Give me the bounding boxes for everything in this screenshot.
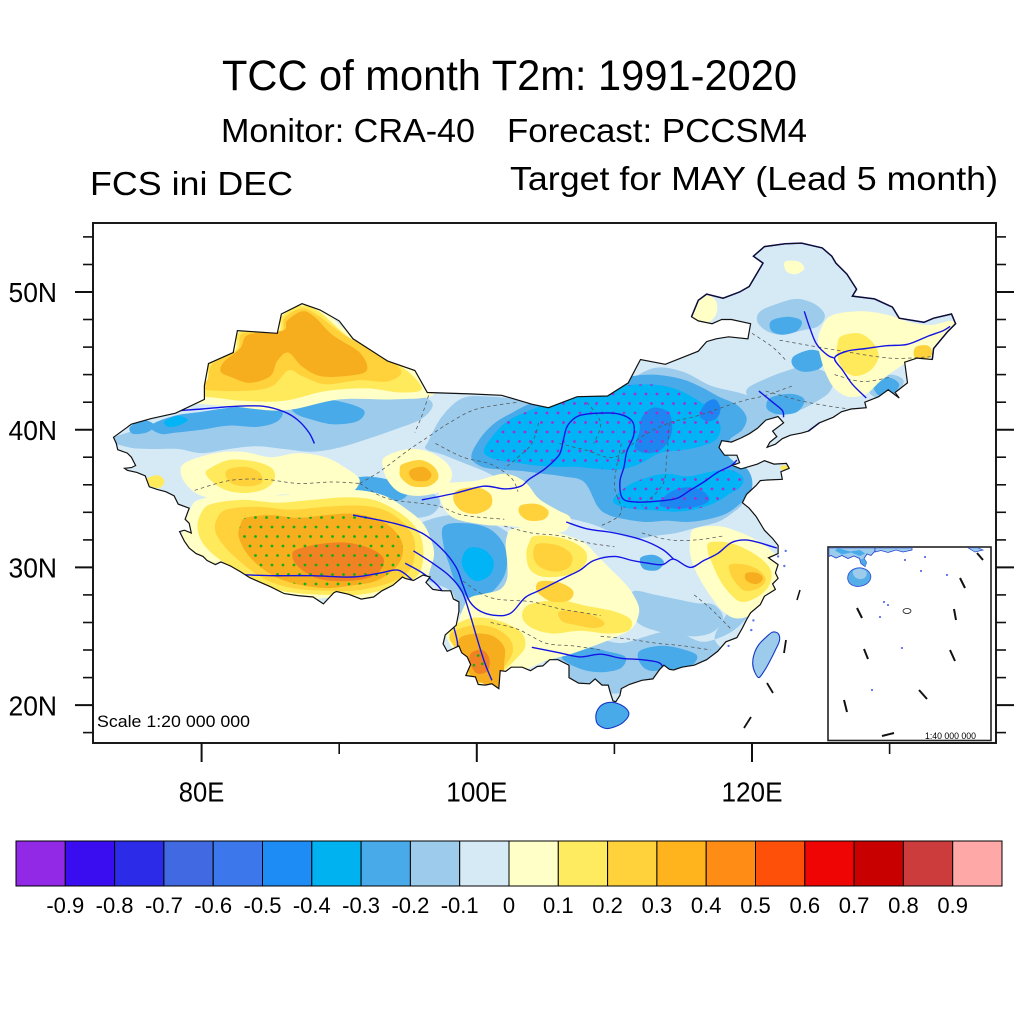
svg-text:-0.7: -0.7 (145, 893, 183, 918)
svg-text:1:40 000 000: 1:40 000 000 (925, 731, 976, 742)
svg-text:Scale 1:20 000 000: Scale 1:20 000 000 (97, 712, 250, 731)
svg-text:-0.5: -0.5 (244, 893, 282, 918)
svg-text:20N: 20N (9, 690, 58, 721)
svg-text:0.9: 0.9 (937, 893, 968, 918)
svg-text:120E: 120E (722, 777, 783, 808)
svg-text:80E: 80E (179, 777, 225, 808)
svg-text:FCS ini DEC: FCS ini DEC (90, 165, 293, 202)
svg-text:-0.4: -0.4 (293, 893, 331, 918)
svg-text:-0.2: -0.2 (391, 893, 429, 918)
svg-text:-0.1: -0.1 (441, 893, 479, 918)
svg-text:-0.9: -0.9 (46, 893, 84, 918)
svg-text:0.6: 0.6 (790, 893, 821, 918)
svg-text:40N: 40N (9, 415, 58, 446)
svg-text:50N: 50N (9, 277, 58, 308)
svg-text:-0.8: -0.8 (96, 893, 134, 918)
svg-text:100E: 100E (446, 777, 507, 808)
svg-text:0: 0 (503, 893, 515, 918)
svg-text:0.1: 0.1 (543, 893, 574, 918)
svg-text:Forecast: PCCSM4: Forecast: PCCSM4 (507, 112, 807, 149)
svg-text:Target for MAY (Lead 5 month): Target for MAY (Lead 5 month) (510, 160, 998, 197)
svg-text:TCC of month T2m: 1991-2020: TCC of month T2m: 1991-2020 (222, 52, 797, 100)
svg-text:Monitor: CRA-40: Monitor: CRA-40 (221, 112, 475, 149)
svg-text:0.4: 0.4 (691, 893, 722, 918)
svg-text:30N: 30N (9, 553, 58, 584)
svg-text:0.7: 0.7 (839, 893, 870, 918)
svg-text:-0.6: -0.6 (194, 893, 232, 918)
svg-text:-0.3: -0.3 (342, 893, 380, 918)
svg-text:0.2: 0.2 (592, 893, 623, 918)
svg-text:0.3: 0.3 (642, 893, 673, 918)
svg-text:0.8: 0.8 (888, 893, 919, 918)
svg-text:0.5: 0.5 (740, 893, 771, 918)
